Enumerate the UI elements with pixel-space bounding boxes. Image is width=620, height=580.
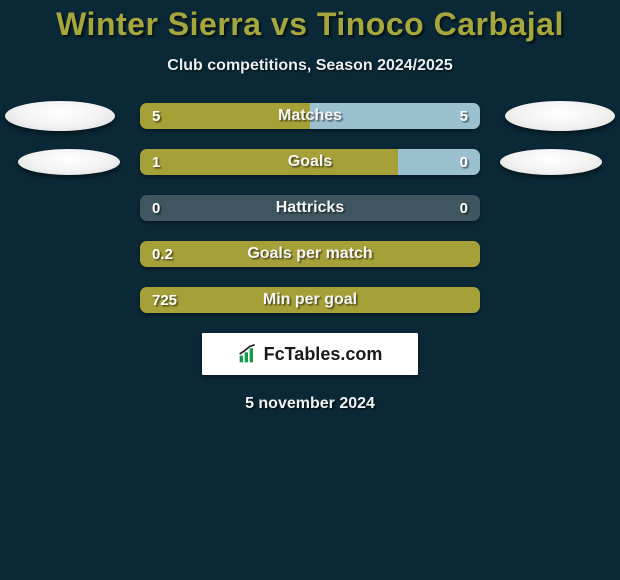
stat-row: Goals per match0.2 [0, 241, 620, 269]
stat-bar-right-fill [398, 149, 480, 175]
stat-bar-left-fill [140, 149, 398, 175]
stat-bar-right-fill [310, 103, 480, 129]
date-text: 5 november 2024 [0, 395, 620, 413]
stat-bar-track [140, 103, 480, 129]
stat-bar-left-fill [140, 241, 480, 267]
player-right-marker [500, 149, 602, 175]
attribution-text: FcTables.com [264, 344, 383, 365]
stat-row: Goals10 [0, 149, 620, 177]
attribution-badge[interactable]: FcTables.com [202, 333, 418, 375]
stat-bar-left-fill [140, 103, 310, 129]
stat-bar-track [140, 195, 480, 221]
player-right-marker [505, 101, 615, 131]
stat-bar-left-fill [140, 287, 480, 313]
stat-bar-track [140, 287, 480, 313]
stats-list: Matches55 Goals10 Hattricks00 Goals per mat… [0, 103, 620, 315]
player-left-marker [18, 149, 120, 175]
comparison-card: Winter Sierra vs Tinoco Carbajal Club co… [0, 0, 620, 580]
stat-row: Min per goal725 [0, 287, 620, 315]
subtitle: Club competitions, Season 2024/2025 [0, 57, 620, 75]
stat-bar-track [140, 241, 480, 267]
stat-row: Hattricks00 [0, 195, 620, 223]
stat-bar-track [140, 149, 480, 175]
player-left-marker [5, 101, 115, 131]
stat-row: Matches55 [0, 103, 620, 131]
barchart-icon [238, 344, 258, 364]
page-title: Winter Sierra vs Tinoco Carbajal [0, 6, 620, 43]
